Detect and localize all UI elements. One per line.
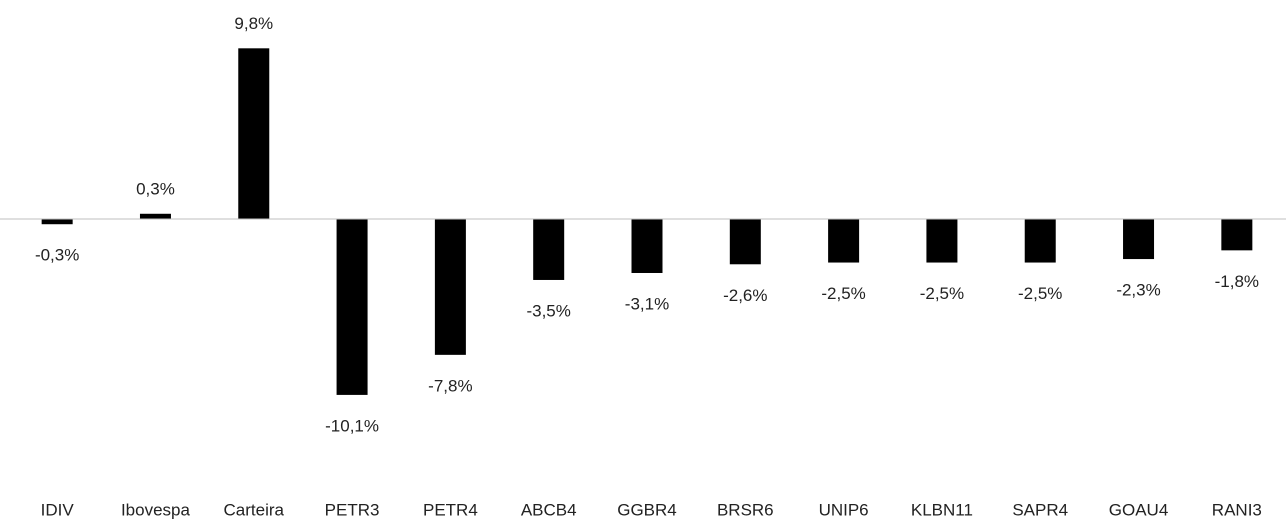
data-label: 9,8% bbox=[234, 14, 273, 33]
bar bbox=[1123, 219, 1155, 260]
bar bbox=[139, 213, 171, 219]
x-tick-label: BRSR6 bbox=[717, 500, 774, 519]
bar bbox=[238, 48, 270, 219]
bar bbox=[729, 219, 761, 265]
x-tick-label: IDIV bbox=[41, 500, 75, 519]
x-tick-label: KLBN11 bbox=[911, 500, 973, 519]
bar bbox=[1221, 219, 1253, 251]
x-tick-label: ABCB4 bbox=[521, 500, 577, 519]
x-tick-label: SAPR4 bbox=[1012, 500, 1068, 519]
data-label: -3,5% bbox=[526, 301, 570, 320]
bar bbox=[336, 219, 368, 395]
data-label: -1,8% bbox=[1215, 272, 1259, 291]
bar bbox=[926, 219, 958, 263]
x-tick-label: Carteira bbox=[224, 500, 285, 519]
bar bbox=[533, 219, 565, 280]
data-label: -2,6% bbox=[723, 286, 767, 305]
x-tick-label: UNIP6 bbox=[819, 500, 869, 519]
data-label: -2,5% bbox=[821, 284, 865, 303]
data-label: -2,3% bbox=[1116, 281, 1160, 300]
x-tick-label: GOAU4 bbox=[1109, 500, 1169, 519]
bar bbox=[828, 219, 860, 263]
data-label: -3,1% bbox=[625, 294, 669, 313]
x-tick-label: Ibovespa bbox=[121, 500, 191, 519]
data-label: -2,5% bbox=[920, 284, 964, 303]
bar bbox=[434, 219, 466, 355]
x-tick-label: GGBR4 bbox=[617, 500, 677, 519]
data-label: -0,3% bbox=[35, 246, 79, 265]
bar bbox=[1024, 219, 1056, 263]
data-label: 0,3% bbox=[136, 179, 175, 198]
data-label: -2,5% bbox=[1018, 284, 1062, 303]
data-label: -7,8% bbox=[428, 376, 472, 395]
bar bbox=[631, 219, 663, 273]
x-tick-label: PETR4 bbox=[423, 500, 478, 519]
bar bbox=[41, 219, 73, 225]
data-label: -10,1% bbox=[325, 416, 379, 435]
x-tick-label: RANI3 bbox=[1212, 500, 1262, 519]
x-tick-label: PETR3 bbox=[325, 500, 380, 519]
